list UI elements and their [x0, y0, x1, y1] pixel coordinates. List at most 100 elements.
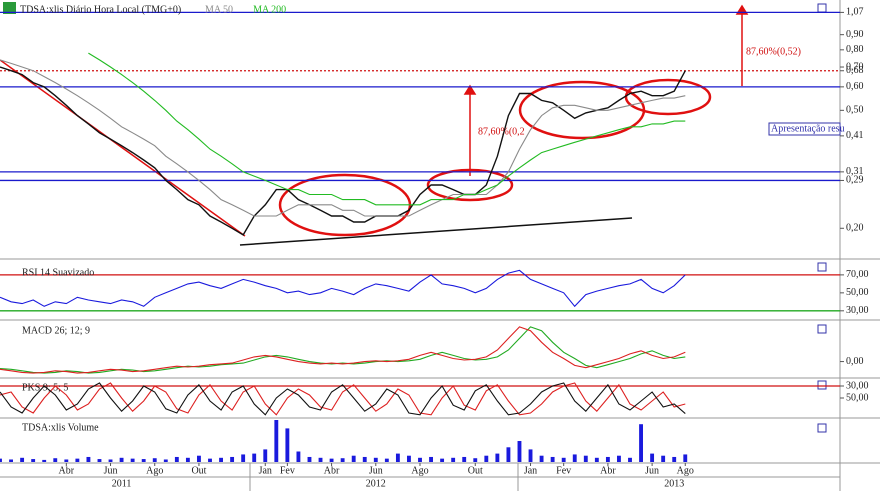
volume-bar	[429, 456, 433, 462]
volume-bar	[451, 457, 456, 462]
volume-bar	[672, 456, 677, 462]
volume-bar	[462, 456, 467, 462]
volume-bar	[9, 459, 13, 462]
volume-bar	[628, 457, 632, 462]
volume-bar	[539, 455, 544, 462]
volume-bar	[617, 455, 621, 462]
volume-bar	[86, 456, 91, 462]
x-tick-label: Jun	[369, 465, 383, 476]
volume-bar	[495, 453, 500, 462]
series-line	[0, 59, 686, 217]
volume-bar	[119, 457, 124, 462]
y-tick-label: 30,00	[846, 305, 869, 316]
x-tick-label: Fev	[280, 465, 295, 476]
volume-bar	[185, 457, 190, 462]
y-tick-label: 30,00	[846, 380, 869, 391]
panel-title: TDSA:xlis Diário Hora Local (TMG+0)	[20, 4, 181, 15]
y-tick-label: 50,00	[846, 392, 869, 403]
y-tick-label: 0,41	[846, 130, 864, 141]
y-tick-label: 0,68	[846, 65, 864, 76]
volume-bar	[473, 458, 478, 462]
volume-bar	[362, 456, 367, 462]
volume-bar	[340, 458, 345, 462]
volume-bar	[163, 459, 168, 462]
x-tick-label: Jun	[645, 465, 659, 476]
app-icon	[3, 2, 16, 14]
annotation: Apresentação resu	[771, 123, 845, 134]
y-tick-label: 0,29	[846, 175, 864, 186]
volume-bar	[407, 455, 411, 462]
annotation: 87,60%(0,52)	[746, 46, 801, 57]
volume-bar	[484, 455, 489, 462]
year-label: 2013	[664, 478, 684, 489]
volume-bar	[550, 456, 555, 462]
volume-bar	[351, 455, 356, 462]
panel-buttons[interactable]	[817, 3, 827, 433]
y-tick-label: 0,80	[846, 44, 864, 55]
volume-bar	[572, 454, 577, 462]
y-tick-label: 50,00	[846, 287, 869, 298]
volume-bar	[650, 453, 655, 462]
volume-bar	[141, 459, 146, 462]
x-tick-label: Jun	[104, 465, 118, 476]
legend-entry: MA 200	[253, 4, 286, 15]
volume-bar	[418, 457, 422, 462]
legend-entry: MA 50	[205, 4, 233, 15]
x-tick-label: Ago	[146, 465, 163, 476]
volume-bar	[241, 454, 246, 462]
volume-bar	[506, 447, 511, 462]
volume-bar	[130, 458, 135, 462]
x-tick-label: Ago	[677, 465, 694, 476]
series-line	[0, 326, 686, 374]
series-line	[0, 269, 686, 308]
volume-bar	[583, 455, 588, 462]
volume-bar	[274, 420, 279, 462]
volume-bar	[605, 456, 610, 462]
series-line	[0, 66, 686, 236]
volume-bar	[64, 459, 69, 462]
volume-bar	[329, 458, 334, 462]
volume-bar	[252, 453, 257, 462]
volume-bar	[42, 459, 47, 462]
x-tick-label: Jan	[524, 465, 537, 476]
year-label: 2011	[112, 478, 132, 489]
series-line	[88, 52, 686, 206]
volume-bar	[384, 458, 389, 462]
volume-bar	[263, 449, 268, 462]
volume-bar	[285, 428, 290, 462]
y-tick-label: 0,00	[846, 356, 864, 367]
y-tick-label: 0,20	[846, 223, 864, 234]
volume-bar	[683, 454, 688, 462]
volume-bar	[517, 441, 522, 462]
volume-bar	[75, 458, 80, 462]
volume-bar	[318, 457, 323, 462]
volume-bar	[307, 456, 312, 462]
y-tick-label: 0,60	[846, 81, 864, 92]
panel-title: RSI 14 Suavizado	[22, 267, 94, 278]
volume-bar	[53, 458, 58, 462]
volume-bar	[373, 457, 378, 462]
volume-bar	[197, 455, 201, 462]
y-tick-label: 0,70	[846, 61, 864, 72]
volume-bar	[219, 457, 223, 462]
annotation-box	[768, 122, 841, 136]
volume-bar	[174, 456, 179, 462]
x-tick-label: Out	[191, 465, 206, 476]
x-tick-label: Abr	[59, 465, 75, 476]
series-line	[0, 382, 686, 416]
volume-bar	[440, 458, 445, 462]
volume-bar	[639, 424, 643, 462]
annotation: 87,60%(0,2	[478, 126, 525, 137]
volume-bar	[20, 457, 25, 462]
support-trendline	[239, 217, 633, 246]
volume-bar	[296, 451, 301, 462]
x-tick-label: Ago	[411, 465, 428, 476]
volume-bar	[208, 458, 212, 462]
volume-bar	[395, 453, 400, 462]
year-label: 2012	[366, 478, 386, 489]
x-tick-label: Jan	[259, 465, 272, 476]
down-trendline	[0, 59, 246, 237]
